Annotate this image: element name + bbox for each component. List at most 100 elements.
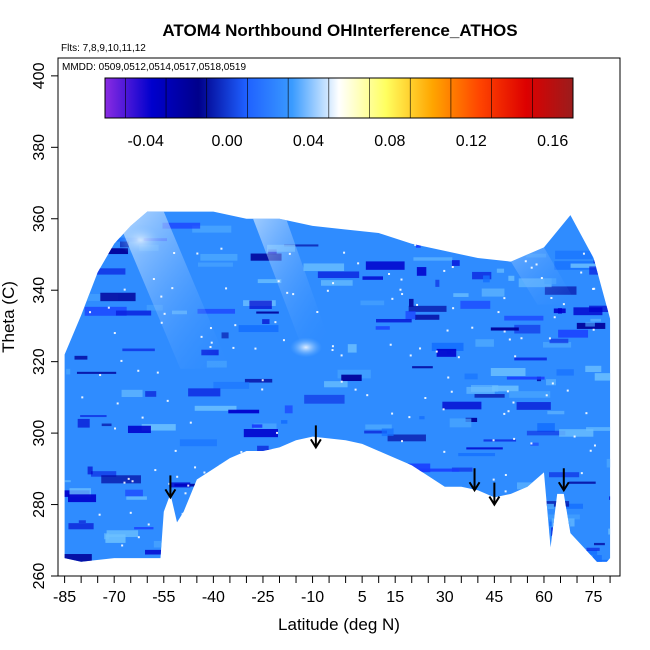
heatmap-cell: [315, 461, 338, 466]
heatmap-speckle: [173, 252, 176, 255]
heatmap-speckle: [123, 288, 126, 291]
heatmap-cell: [174, 483, 209, 487]
heatmap-cell: [298, 463, 339, 470]
colorbar-ticks: -0.04 0.00 0.04 0.08 0.12 0.16: [125, 78, 568, 150]
heatmap-speckle: [152, 278, 155, 281]
heatmap-cell: [64, 480, 71, 483]
heatmap-speckle: [313, 498, 316, 501]
heatmap-speckle: [343, 251, 346, 254]
heatmap-speckle: [512, 401, 515, 404]
heatmap-cell: [238, 325, 279, 333]
heatmap-cell: [249, 300, 272, 309]
heatmap-speckle: [225, 287, 228, 290]
heatmap-cell: [586, 547, 600, 551]
y-tick-label: 400: [31, 62, 48, 89]
heatmap-cell: [429, 532, 440, 536]
heatmap-cell: [243, 429, 278, 438]
heatmap-speckle: [209, 327, 212, 330]
x-tick-label: 5: [358, 589, 367, 606]
heatmap-speckle: [184, 492, 187, 495]
heatmap-cell: [389, 486, 428, 494]
heatmap-cell: [145, 549, 168, 555]
heatmap-speckle: [471, 326, 474, 329]
plot-frame: [57, 57, 621, 577]
heatmap-cell: [169, 482, 191, 488]
heatmap-cell: [375, 326, 390, 330]
heatmap-cell: [273, 493, 282, 499]
heatmap-speckle: [463, 505, 466, 508]
heatmap-speckle: [194, 466, 197, 469]
y-tick-label: 280: [31, 491, 48, 518]
heatmap-speckle: [503, 412, 506, 415]
heatmap-speckle: [504, 473, 507, 476]
heatmap-speckle: [181, 512, 184, 515]
heatmap-speckle: [280, 486, 283, 489]
y-tick-label: 320: [31, 348, 48, 375]
heatmap-cell: [90, 471, 117, 477]
colorbar-strip: [104, 77, 574, 119]
heatmap-speckle: [163, 312, 166, 315]
heatmap-cell: [458, 452, 496, 457]
y-tick-label: 260: [31, 563, 48, 590]
heatmap-cell: [257, 279, 282, 284]
heatmap-speckle: [507, 410, 510, 413]
heatmap-cell: [337, 369, 371, 379]
heatmap-speckle: [107, 306, 110, 309]
heatmap-cell: [519, 226, 557, 230]
heatmap-cell: [508, 275, 515, 281]
heatmap-speckle: [174, 449, 177, 452]
heatmap-speckle: [291, 513, 294, 516]
y-tick-label: 360: [31, 205, 48, 232]
heatmap-speckle: [209, 346, 212, 349]
heatmap-cell: [492, 385, 519, 392]
colorbar-tick-label: 0.04: [293, 133, 324, 150]
heatmap-speckle: [391, 297, 394, 300]
heatmap-speckle: [240, 450, 243, 453]
heatmap-cell: [317, 271, 360, 279]
heatmap-cell: [436, 348, 457, 357]
heatmap-cell: [106, 530, 139, 538]
heatmap-cell: [288, 216, 303, 220]
dates-label: MMDD: 0509,0512,0514,0517,0518,0519: [62, 62, 246, 73]
heatmap-cell: [551, 527, 567, 536]
heatmap-speckle: [551, 382, 554, 385]
heatmap-cell: [465, 417, 478, 423]
heatmap-cell: [188, 388, 221, 397]
heatmap-speckle: [89, 311, 92, 314]
heatmap-cell: [213, 381, 250, 389]
heatmap-cell: [419, 416, 425, 420]
heatmap-cell: [194, 405, 237, 411]
heatmap-cell: [514, 357, 547, 361]
heatmap-speckle: [580, 271, 583, 274]
heatmap-cell: [76, 371, 117, 374]
heatmap-cell: [101, 423, 112, 427]
heatmap-cell: [483, 439, 517, 442]
heatmap-cell: [453, 293, 469, 297]
flights-label: Flts: 7,8,9,10,11,12: [61, 43, 146, 54]
heatmap-speckle: [251, 483, 254, 486]
heatmap-speckle: [548, 337, 551, 340]
heatmap-cell: [475, 339, 494, 347]
heatmap-cell: [257, 445, 269, 453]
heatmap-speckle: [331, 349, 334, 352]
heatmap-cell: [617, 542, 637, 546]
heatmap-speckle: [271, 490, 274, 493]
heatmap-speckle: [166, 399, 169, 402]
heatmap-cell: [586, 427, 611, 431]
heatmap-speckle: [230, 535, 233, 538]
arrow-head: [310, 438, 322, 450]
heatmap-cell: [606, 458, 611, 468]
heatmap-speckle: [218, 464, 221, 467]
heatmap-speckle: [524, 260, 527, 263]
heatmap-cell: [431, 342, 464, 351]
heatmap-cell: [592, 555, 602, 562]
heatmap-cell: [74, 355, 88, 360]
heatmap-speckle: [526, 499, 529, 502]
heatmap-speckle: [276, 431, 279, 434]
heatmap-cell: [447, 238, 453, 247]
heatmap-cell: [496, 268, 505, 273]
heatmap-cell: [554, 559, 587, 562]
heatmap-cell: [262, 319, 270, 325]
heatmap-speckle: [514, 355, 517, 358]
